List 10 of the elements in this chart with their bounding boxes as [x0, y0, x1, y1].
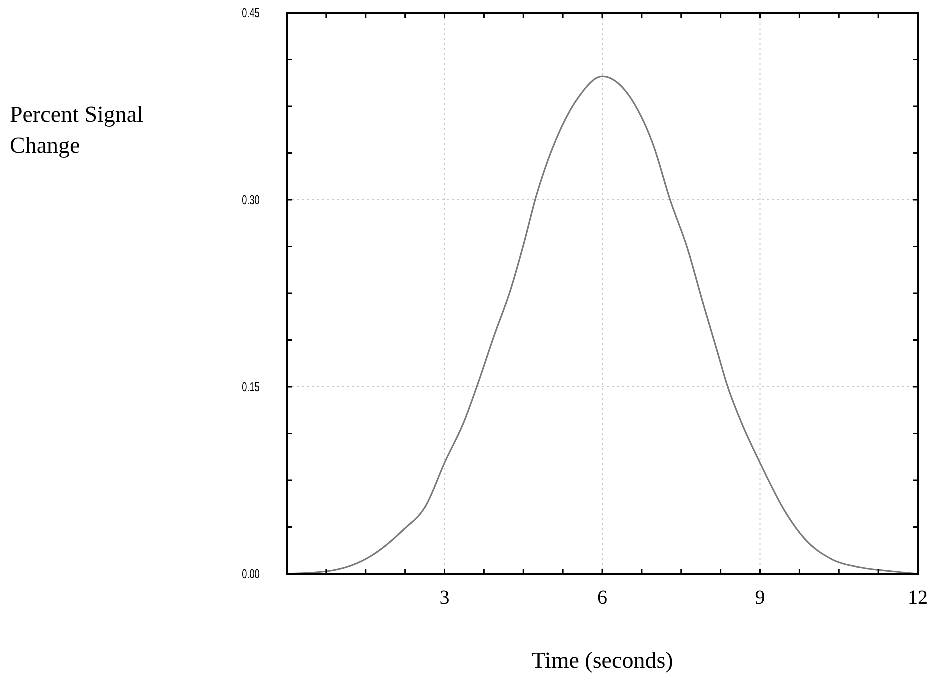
x-tick-label: 9: [755, 587, 766, 609]
y-tick-label: 0.45: [242, 7, 260, 22]
y-tick-label: 0.15: [242, 381, 260, 396]
y-axis-title: Percent Signal Change: [10, 102, 144, 158]
y-tick-label: 0.30: [242, 194, 260, 208]
x-tick-label: 3: [440, 587, 450, 609]
x-tick-label: 6: [598, 587, 608, 609]
y-tick-label: 0.00: [242, 568, 260, 582]
x-axis-title: Time (seconds): [532, 648, 674, 673]
x-tick-label: 12: [908, 587, 928, 609]
